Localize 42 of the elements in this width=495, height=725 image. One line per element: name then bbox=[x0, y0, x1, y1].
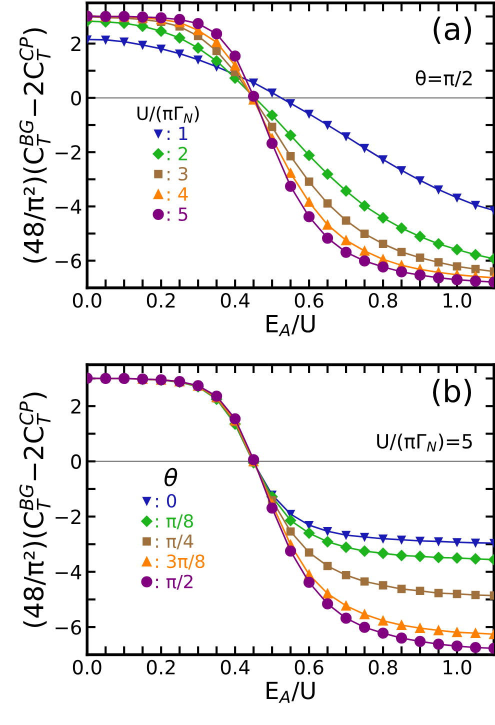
y-tick-label: −2 bbox=[56, 145, 80, 160]
legend-label: : 2 bbox=[168, 146, 188, 160]
x-tick-label: 0.4 bbox=[220, 293, 250, 308]
x-tick-label: 0.8 bbox=[368, 660, 398, 675]
y-tick-label: −6 bbox=[56, 620, 82, 635]
legend-title: U/(πΓ$_{N}$) bbox=[137, 106, 199, 123]
legend-label: : 5 bbox=[168, 208, 188, 222]
x-tick-label: 0.6 bbox=[294, 660, 324, 675]
y-tick-label: 0 bbox=[71, 90, 81, 106]
x-tick-label: 1.0 bbox=[444, 660, 472, 675]
x-tick-label: 0.4 bbox=[220, 660, 250, 675]
y-tick-label: 2 bbox=[71, 36, 80, 51]
x-tick-label: 0.8 bbox=[368, 293, 398, 308]
legend-label: : 3π/8 bbox=[156, 554, 204, 570]
x-axis-title: E$_{A}$/U bbox=[266, 682, 315, 703]
x-tick-label: 0.6 bbox=[294, 293, 324, 308]
x-axis-title: E$_{A}$/U bbox=[266, 314, 315, 336]
legend-label: : π/2 bbox=[156, 574, 192, 590]
y-tick-label: −4 bbox=[56, 200, 82, 214]
legend-title: θ bbox=[164, 468, 178, 486]
y-axis-title: (48/π²)(C$^{BG}$$_{T}$−2C$^{CP}$$_{T}$) bbox=[19, 392, 50, 627]
legend-label: : π/8 bbox=[156, 514, 194, 530]
y-tick-label: 0 bbox=[71, 454, 81, 470]
annotation: U/(πΓ$_{N}$)=5 bbox=[377, 434, 472, 452]
x-tick-label: 0.2 bbox=[146, 660, 175, 675]
y-tick-label: −4 bbox=[56, 565, 82, 580]
y-tick-label: 2 bbox=[71, 399, 80, 414]
legend-label: : 4 bbox=[168, 187, 188, 201]
x-tick-label: 0.0 bbox=[72, 660, 102, 675]
annotation: (b) bbox=[433, 378, 472, 406]
y-tick-label: −2 bbox=[56, 510, 80, 524]
legend-label: : π/4 bbox=[156, 534, 194, 550]
legend-label: : 0 bbox=[156, 494, 176, 508]
x-tick-label: 0.2 bbox=[146, 293, 175, 308]
x-tick-label: 0.0 bbox=[72, 293, 102, 308]
annotation: (a) bbox=[434, 16, 472, 44]
annotation: θ=π/2 bbox=[416, 70, 472, 87]
y-tick-label: −6 bbox=[56, 254, 82, 268]
legend-label: : 1 bbox=[168, 126, 188, 140]
y-axis-title: (48/π²)(C$^{BG}$$_{T}$−2C$^{CP}$$_{T}$) bbox=[19, 28, 50, 263]
legend-label: : 3 bbox=[168, 166, 188, 181]
x-tick-label: 1.0 bbox=[444, 293, 472, 308]
